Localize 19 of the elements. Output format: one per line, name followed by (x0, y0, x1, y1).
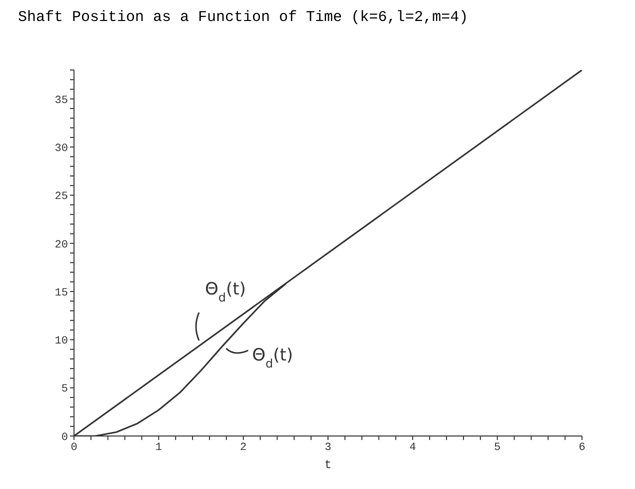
x-tick-label: 4 (409, 442, 416, 454)
x-tick-label: 3 (324, 442, 332, 454)
y-tick-label: 5 (61, 384, 68, 396)
y-tick-label: 20 (54, 239, 68, 252)
x-tick-label: 1 (155, 442, 162, 454)
annotation: Θ$_{d}$(t) (205, 280, 246, 304)
x-tick-label: 2 (240, 442, 247, 454)
x-axis-title: t (324, 458, 332, 472)
chart-title: Shaft Position as a Function of Time (k=6,l=2,m=4) (17, 8, 470, 28)
x-tick-label: 0 (70, 442, 78, 454)
x-tick-label: 6 (578, 442, 586, 454)
y-tick-label: 25 (54, 191, 68, 204)
x-tick-label: 5 (494, 442, 501, 454)
y-tick-label: 30 (54, 142, 68, 155)
annotation: Θ$_{d}$(t) (252, 345, 294, 370)
y-tick-label: 15 (54, 287, 68, 300)
y-tick-label: 35 (54, 94, 68, 107)
y-tick-label: 0 (61, 432, 68, 444)
y-tick-label: 10 (54, 336, 68, 348)
